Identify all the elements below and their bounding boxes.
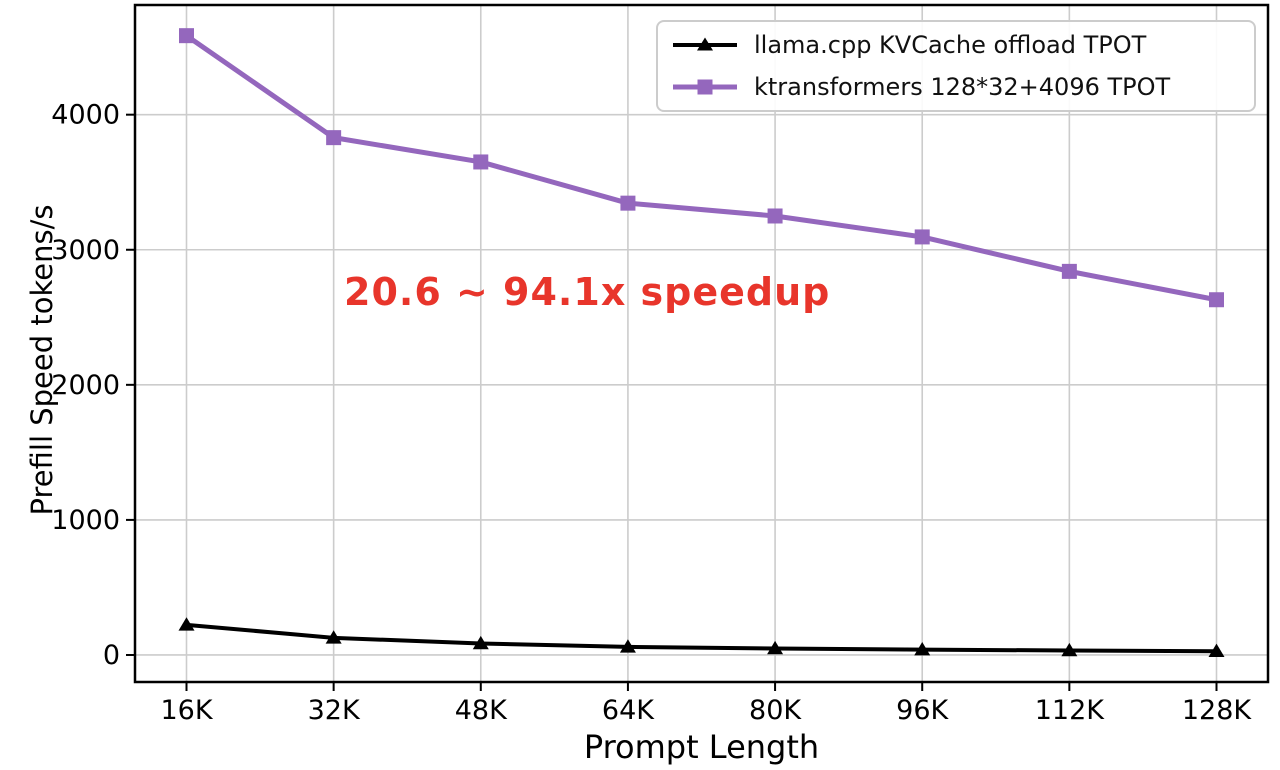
y-tick-label: 3000 xyxy=(51,235,120,266)
speedup-annotation: 20.6 ~ 94.1x speedup xyxy=(344,270,831,314)
x-tick-label: 64K xyxy=(602,695,655,726)
x-tick-label: 48K xyxy=(455,695,508,726)
data-point-marker-0 xyxy=(1208,643,1225,657)
legend-item-llamacpp: llama.cpp KVCache offload TPOT xyxy=(672,26,1240,64)
legend-item-ktransformers: ktransformers 128*32+4096 TPOT xyxy=(672,68,1240,106)
axes-frame xyxy=(133,3,1270,684)
data-point-marker-0 xyxy=(325,630,342,644)
data-point-marker-0 xyxy=(1061,642,1078,657)
x-tick-label: 96K xyxy=(896,695,949,726)
y-tick-label: 0 xyxy=(103,640,120,671)
x-tick-label: 32K xyxy=(308,695,361,726)
series-line-0 xyxy=(186,622,1217,654)
data-point-marker-1 xyxy=(326,130,342,146)
data-point-marker-1 xyxy=(1209,292,1224,308)
x-tick-label: 112K xyxy=(1035,695,1106,726)
legend-sample-line-ktransformers xyxy=(673,79,737,95)
data-point-marker-0 xyxy=(178,617,195,631)
legend: llama.cpp KVCache offload TPOT ktransfor… xyxy=(656,20,1256,112)
legend-triangle-marker xyxy=(697,37,713,51)
y-tick-label: 1000 xyxy=(51,505,120,536)
data-point-marker-1 xyxy=(620,195,636,211)
series-line-1 xyxy=(185,33,1217,303)
data-point-marker-1 xyxy=(1061,263,1077,279)
data-point-marker-1 xyxy=(914,229,930,245)
y-tick-label: 4000 xyxy=(51,100,120,131)
data-point-marker-0 xyxy=(619,639,636,653)
data-point-marker-0 xyxy=(472,635,489,650)
legend-label-ktransformers: ktransformers 128*32+4096 TPOT xyxy=(754,73,1171,101)
data-point-marker-1 xyxy=(473,154,489,170)
data-point-marker-0 xyxy=(767,640,784,655)
data-point-marker-0 xyxy=(914,641,931,656)
x-tick-label: 128K xyxy=(1182,695,1253,726)
legend-label-llamacpp: llama.cpp KVCache offload TPOT xyxy=(754,31,1147,59)
y-axis-label: Prefill Speed tokens/s xyxy=(25,204,59,516)
x-tick-label: 16K xyxy=(160,695,213,726)
x-tick-label: 80K xyxy=(749,695,802,726)
y-tick-label: 2000 xyxy=(51,370,120,401)
data-point-marker-1 xyxy=(179,28,194,44)
legend-square-marker xyxy=(697,79,713,95)
data-point-marker-1 xyxy=(767,208,783,224)
legend-sample-line-llamacpp xyxy=(673,37,737,51)
x-axis-label: Prompt Length xyxy=(583,728,820,766)
